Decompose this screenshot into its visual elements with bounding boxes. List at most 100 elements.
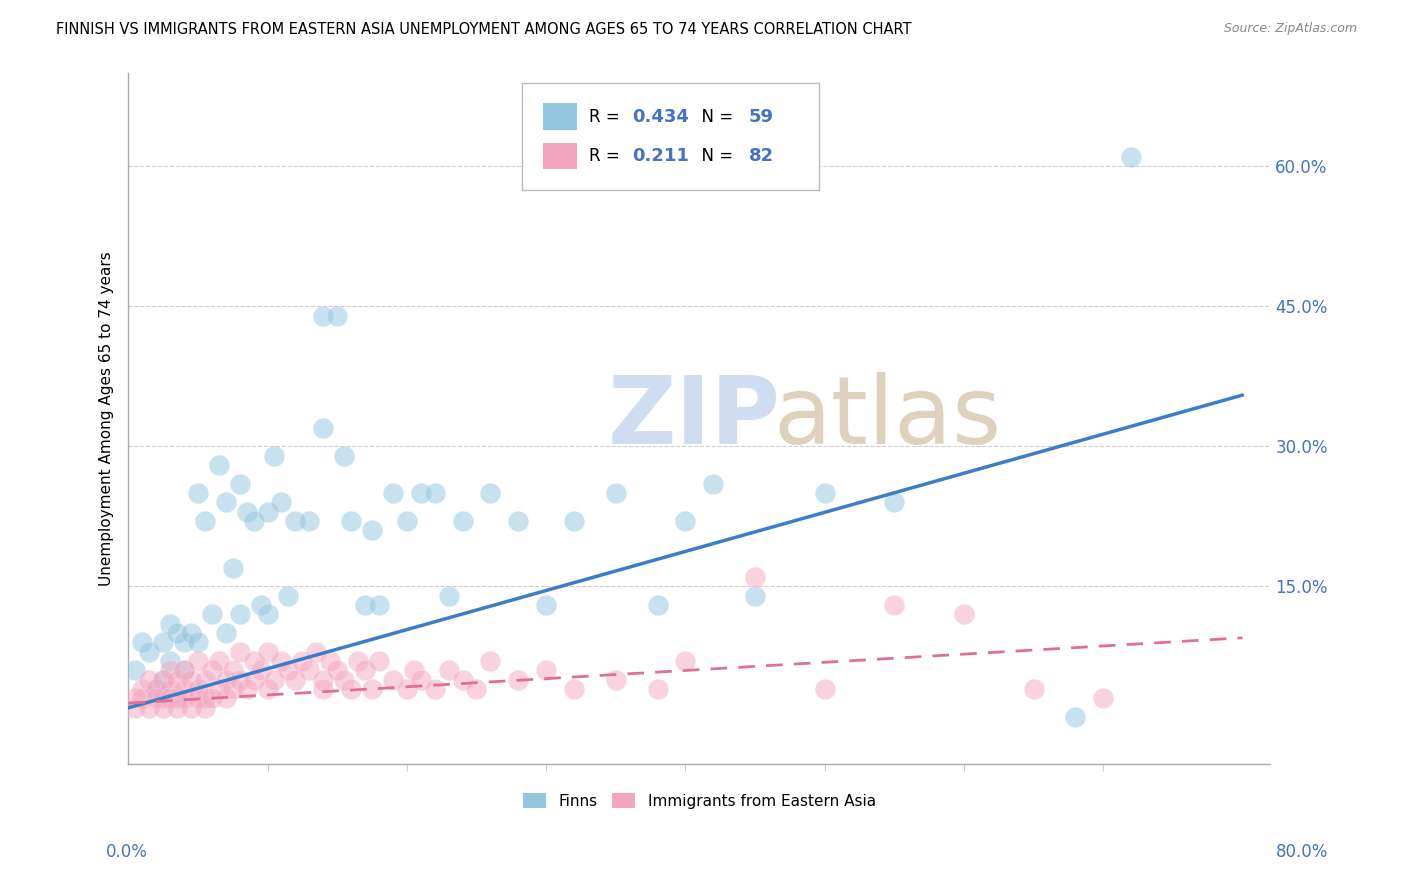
Point: [138, 645, 160, 659]
Point: [361, 682, 384, 697]
Point: [124, 691, 146, 706]
Point: [1092, 691, 1115, 706]
Point: [277, 589, 299, 603]
Point: [534, 664, 557, 678]
Point: [201, 691, 224, 706]
Point: [145, 682, 167, 697]
Point: [1119, 150, 1142, 164]
Point: [201, 607, 224, 622]
Point: [194, 701, 217, 715]
Point: [263, 673, 285, 687]
Point: [208, 654, 231, 668]
Point: [673, 514, 696, 528]
Point: [562, 682, 585, 697]
Point: [159, 654, 181, 668]
Legend: Finns, Immigrants from Eastern Asia: Finns, Immigrants from Eastern Asia: [517, 787, 882, 815]
Point: [145, 691, 167, 706]
Point: [187, 682, 209, 697]
Point: [277, 664, 299, 678]
Text: 0.0%: 0.0%: [105, 843, 148, 861]
Point: [228, 607, 250, 622]
Point: [319, 654, 342, 668]
Point: [508, 514, 530, 528]
Point: [159, 616, 181, 631]
Point: [249, 664, 271, 678]
Point: [124, 664, 146, 678]
Point: [423, 682, 446, 697]
Point: [138, 701, 160, 715]
Text: atlas: atlas: [773, 372, 1002, 465]
Point: [647, 682, 669, 697]
Point: [166, 626, 188, 640]
Point: [159, 682, 181, 697]
Point: [814, 486, 837, 500]
Point: [194, 514, 217, 528]
Point: [173, 635, 195, 649]
Point: [131, 635, 153, 649]
Point: [242, 514, 264, 528]
Point: [215, 626, 238, 640]
Point: [145, 682, 167, 697]
Point: [166, 691, 188, 706]
Point: [402, 664, 425, 678]
Point: [744, 570, 766, 584]
Point: [228, 476, 250, 491]
Point: [256, 645, 278, 659]
Point: [270, 654, 292, 668]
Point: [479, 486, 502, 500]
Point: [883, 598, 905, 612]
Bar: [543, 143, 576, 169]
Point: [312, 421, 335, 435]
Point: [152, 635, 174, 649]
Point: [222, 664, 245, 678]
Point: [451, 673, 474, 687]
Point: [744, 589, 766, 603]
Point: [180, 673, 202, 687]
Point: [395, 514, 418, 528]
Point: [312, 682, 335, 697]
Point: [291, 654, 314, 668]
Point: [305, 645, 328, 659]
Point: [263, 449, 285, 463]
Point: [222, 561, 245, 575]
Text: 0.434: 0.434: [631, 108, 689, 126]
Point: [883, 495, 905, 509]
Point: [222, 682, 245, 697]
Point: [242, 654, 264, 668]
Text: N =: N =: [692, 108, 738, 126]
Point: [187, 635, 209, 649]
Point: [437, 664, 460, 678]
Point: [159, 664, 181, 678]
Text: 0.211: 0.211: [631, 147, 689, 165]
Point: [326, 309, 349, 323]
Point: [562, 514, 585, 528]
Text: R =: R =: [589, 108, 624, 126]
Text: N =: N =: [692, 147, 738, 165]
Point: [361, 524, 384, 538]
Point: [166, 673, 188, 687]
Point: [256, 607, 278, 622]
Point: [702, 476, 724, 491]
Point: [187, 654, 209, 668]
Point: [479, 654, 502, 668]
Point: [131, 682, 153, 697]
Point: [298, 664, 321, 678]
Point: [173, 664, 195, 678]
Point: [152, 673, 174, 687]
Point: [381, 673, 404, 687]
Point: [215, 691, 238, 706]
Point: [508, 673, 530, 687]
Point: [381, 486, 404, 500]
Point: [208, 458, 231, 472]
Point: [194, 673, 217, 687]
Text: 80.0%: 80.0%: [1277, 843, 1329, 861]
Point: [256, 505, 278, 519]
Point: [340, 682, 363, 697]
Text: 59: 59: [748, 108, 773, 126]
Point: [180, 701, 202, 715]
Point: [187, 486, 209, 500]
Point: [131, 691, 153, 706]
Point: [284, 514, 307, 528]
Point: [201, 664, 224, 678]
Y-axis label: Unemployment Among Ages 65 to 74 years: Unemployment Among Ages 65 to 74 years: [100, 251, 114, 586]
